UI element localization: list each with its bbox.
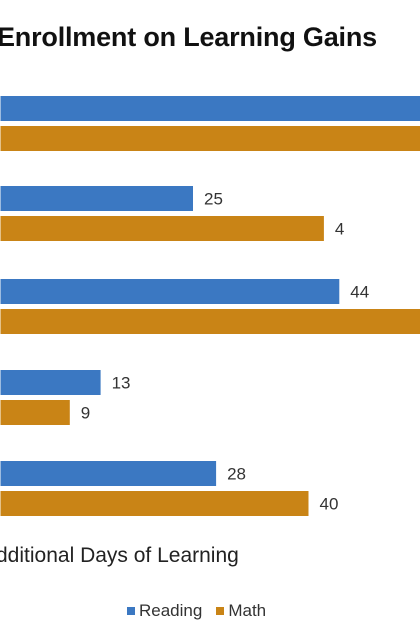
data-label-math-2: 4 <box>335 220 344 239</box>
bar-reading-2 <box>0 186 193 211</box>
chart-title: Enrollment on Learning Gains <box>0 22 377 52</box>
data-label-math-5: 40 <box>320 495 339 514</box>
bar-reading-3 <box>0 279 340 304</box>
bar-math-1 <box>0 126 420 151</box>
bar-math-3 <box>0 309 420 334</box>
bar-reading-5 <box>0 461 217 486</box>
data-label-reading-4: 13 <box>112 374 131 393</box>
bar-reading-4 <box>0 370 101 395</box>
legend-label-reading: Reading <box>139 601 203 620</box>
bar-math-2 <box>0 216 324 241</box>
legend-label-math: Math <box>228 601 267 620</box>
legend-item-math: Math <box>216 601 266 621</box>
legend: Reading Math <box>127 601 280 621</box>
legend-item-reading: Reading <box>127 601 202 621</box>
bar-reading-1 <box>0 96 420 121</box>
data-label-reading-2: 25 <box>204 190 223 209</box>
bar-math-5 <box>0 491 309 516</box>
legend-swatch-math <box>216 607 225 615</box>
legend-swatch-reading <box>127 607 135 615</box>
bar-math-4 <box>0 400 70 425</box>
data-label-reading-5: 28 <box>227 465 246 484</box>
data-label-reading-3: 44 <box>350 283 369 302</box>
data-label-math-4: 9 <box>81 404 90 423</box>
x-axis-label: Additional Days of Learning <box>0 544 239 567</box>
